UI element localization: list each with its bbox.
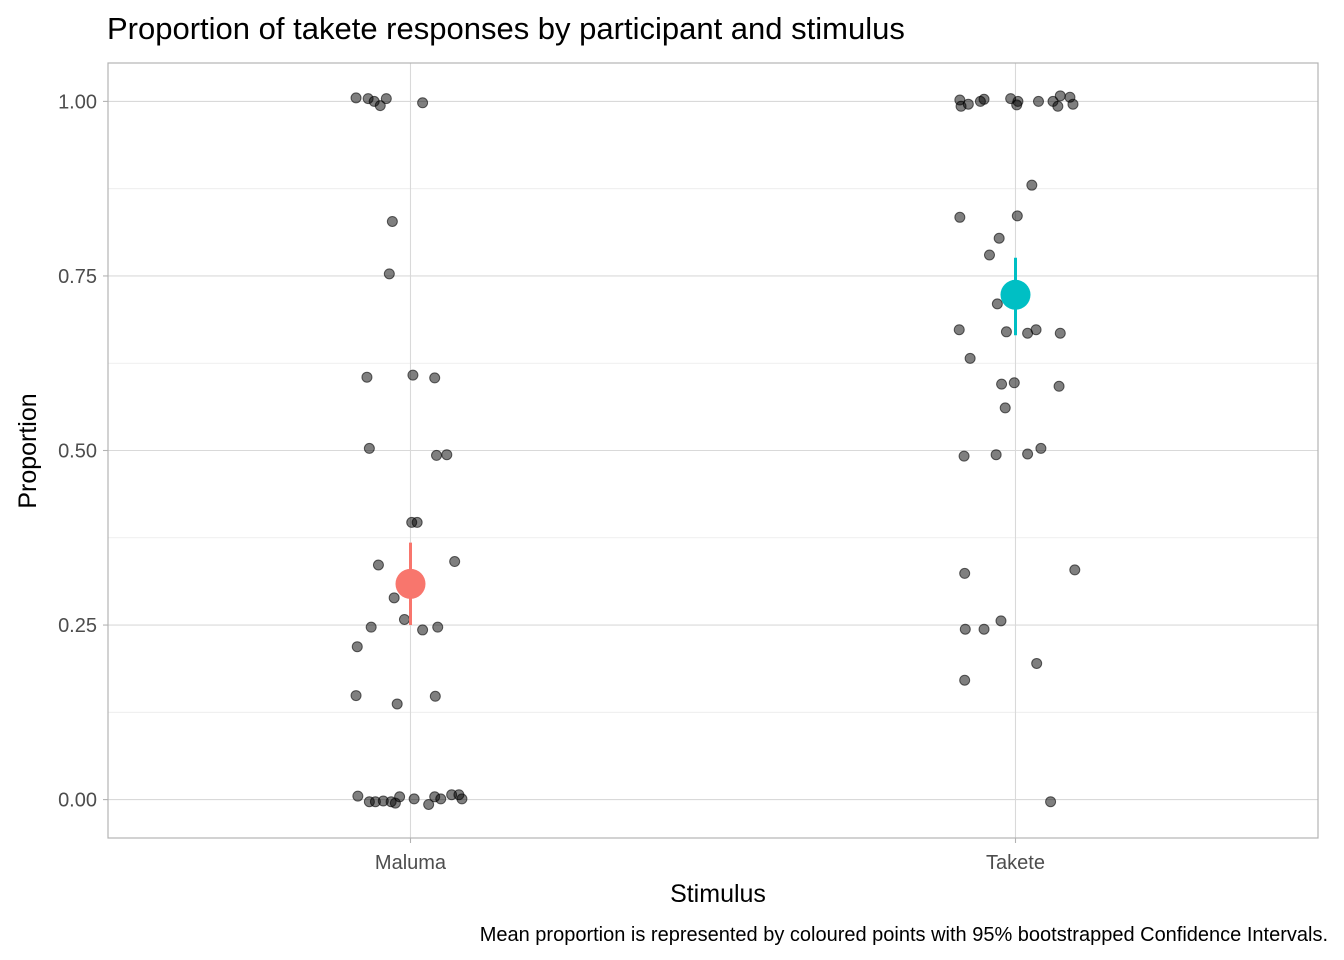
participant-point [441,449,453,461]
participant-point [351,641,363,653]
participant-point [411,516,423,528]
participant-point [1053,380,1065,392]
y-tick-label: 0.25 [58,615,97,637]
chart-caption: Mean proportion is represented by colour… [480,924,1328,946]
participant-point [991,298,1003,310]
participant-point [983,249,995,261]
participant-point [407,369,419,381]
participant-point [374,100,386,112]
observation-points [350,90,1081,810]
participant-point [1035,442,1047,454]
participant-point [1032,95,1044,107]
participant-point [423,798,435,810]
participant-point [958,450,970,462]
participant-point [386,215,398,227]
grid-lines [108,63,1318,838]
participant-point [1008,377,1020,389]
participant-point [431,449,443,461]
participant-point [408,793,420,805]
participant-point [962,98,974,110]
y-tick-label: 0.75 [58,266,97,288]
participant-point [429,372,441,384]
mean-markers [395,257,1031,626]
participant-point [352,790,364,802]
participant-point [372,559,384,571]
participant-point [435,793,447,805]
participant-point [1030,324,1042,336]
participant-point [456,793,468,805]
y-tick-label: 0.50 [58,441,97,463]
y-tick-label: 1.00 [58,91,97,113]
participant-point [380,93,392,105]
participant-point [996,378,1008,390]
participant-point [959,623,971,635]
participant-point [1031,657,1043,669]
participant-point [978,93,990,105]
participant-point [365,621,377,633]
x-axis: Maluma Takete [375,838,1045,874]
participant-point [954,211,966,223]
participant-point [429,690,441,702]
participant-point [1026,179,1038,191]
participant-point [953,324,965,336]
participant-point [993,232,1005,244]
participant-point [1000,326,1012,338]
x-tick-label: Takete [986,852,1045,874]
participant-point [417,624,429,636]
mean-point [1000,279,1031,310]
participant-point [1011,210,1023,222]
participant-point [350,92,362,104]
participant-point [361,371,373,383]
participant-point [978,623,990,635]
participant-point [964,352,976,364]
y-tick-label: 0.00 [58,790,97,812]
participant-point [990,449,1002,461]
participant-point [363,442,375,454]
participant-point [995,615,1007,627]
participant-point [1054,90,1066,102]
participant-point [417,97,429,109]
participant-point [383,268,395,280]
participant-point [388,592,400,604]
y-axis: 0.00 0.25 0.50 0.75 1.00 [58,91,108,812]
participant-point [398,613,410,625]
participant-point [350,690,362,702]
participant-point [959,674,971,686]
chart-title: Proportion of takete responses by partic… [107,11,905,46]
participant-point [1022,448,1034,460]
participant-point [1069,564,1081,576]
x-axis-title: Stimulus [670,880,766,908]
y-axis-title: Proportion [14,393,42,508]
participant-point [1054,327,1066,339]
participant-point [1012,95,1024,107]
participant-point [394,791,406,803]
x-tick-label: Maluma [375,852,447,874]
participant-point [1045,796,1057,808]
participant-point [999,402,1011,414]
participant-point [1052,100,1064,112]
participant-point [391,698,403,710]
participant-point [432,621,444,633]
participant-point [449,556,461,568]
mean-point [395,568,426,599]
participant-point [1067,98,1079,110]
participant-point [959,567,971,579]
